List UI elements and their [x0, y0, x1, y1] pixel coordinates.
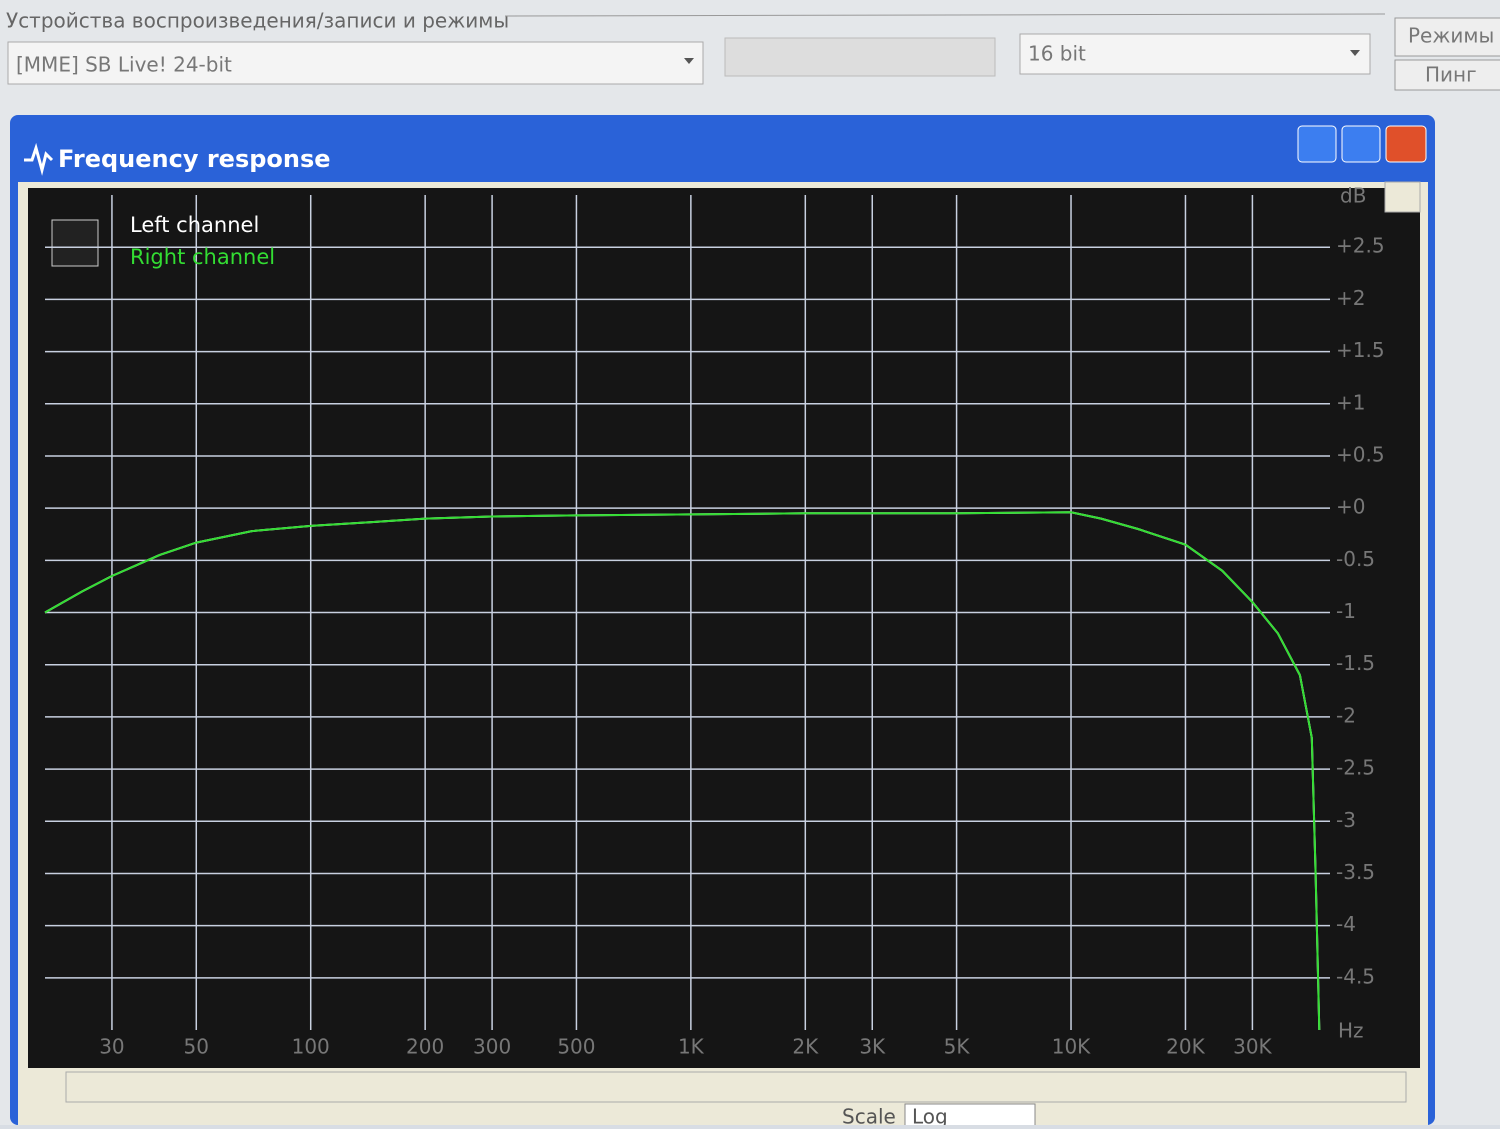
y-tick-label: -2 [1336, 703, 1356, 727]
x-tick-label: 2K [792, 1035, 819, 1059]
x-tick-label: 10K [1052, 1035, 1091, 1059]
title-icon [24, 142, 54, 176]
ping-text: Пинг [1425, 63, 1477, 87]
y-tick-label: -2.5 [1336, 756, 1375, 780]
y-tick-label: +0.5 [1336, 442, 1385, 466]
y-axis-label: dB [1340, 184, 1366, 208]
h-scrollbar[interactable] [65, 1071, 1407, 1103]
x-tick-label: 3K [859, 1035, 886, 1059]
x-tick-label: 100 [292, 1035, 330, 1059]
x-axis-label: Hz [1338, 1019, 1364, 1043]
x-tick-label: 30K [1233, 1035, 1272, 1059]
group-frame [504, 13, 1386, 17]
y-tick-label: +2 [1336, 286, 1365, 310]
dropdown-arrow [684, 58, 694, 64]
y-tick-label: -1 [1336, 599, 1356, 623]
x-tick-label: 300 [473, 1035, 511, 1059]
device-select[interactable] [7, 41, 704, 85]
ping-button[interactable] [1394, 59, 1500, 91]
y-tick-label: +1 [1336, 390, 1365, 414]
maximize-button[interactable] [1341, 125, 1381, 163]
scroll-up[interactable] [1384, 181, 1421, 213]
legend-icon [51, 219, 99, 267]
chart: +2.5 +2 +1.5 +1 +0.5 +0 -0.5 -1 -1.5 -2 -2.5 -3 -3.5… [44, 184, 1385, 1059]
disabled-select [724, 37, 996, 77]
y-tick-label: +2.5 [1336, 234, 1385, 258]
x-tick-label: 50 [184, 1035, 209, 1059]
series-line [44, 511, 1321, 1031]
window-title: Frequency response [58, 145, 331, 173]
x-tick-label: 1K [678, 1035, 705, 1059]
y-tick-label: +0 [1336, 495, 1365, 519]
modes-button[interactable] [1394, 17, 1500, 57]
plot-background [28, 188, 1420, 1068]
minimize-button[interactable] [1297, 125, 1337, 163]
x-tick-label: 5K [944, 1035, 971, 1059]
group-label: Устройства воспроизведения/записи и режи… [6, 9, 509, 33]
x-tick-label: 200 [406, 1035, 444, 1059]
y-tick-label: -3 [1336, 808, 1356, 832]
dropdown-arrow [1350, 50, 1360, 56]
legend-entry: Right channel [130, 245, 275, 269]
y-tick-label: -4 [1336, 912, 1356, 936]
bits-select[interactable] [1019, 33, 1371, 75]
y-tick-label: -1.5 [1336, 651, 1375, 675]
close-button[interactable] [1385, 125, 1427, 163]
x-tick-label: 20K [1166, 1035, 1205, 1059]
legend-entry: Left channel [130, 213, 259, 237]
x-tick-label: 30 [99, 1035, 124, 1059]
device-text: [MME] SB Live! 24-bit [16, 53, 232, 77]
scale-label: Scale [842, 1105, 896, 1126]
scale-value: Log [912, 1105, 948, 1126]
y-tick-label: +1.5 [1336, 338, 1385, 362]
y-tick-label: -3.5 [1336, 860, 1375, 884]
x-tick-label: 500 [557, 1035, 595, 1059]
y-tick-label: -4.5 [1336, 964, 1375, 988]
modes-text: Режимы [1408, 24, 1494, 48]
bits-text: 16 bit [1028, 42, 1086, 66]
y-tick-label: -0.5 [1336, 547, 1375, 571]
